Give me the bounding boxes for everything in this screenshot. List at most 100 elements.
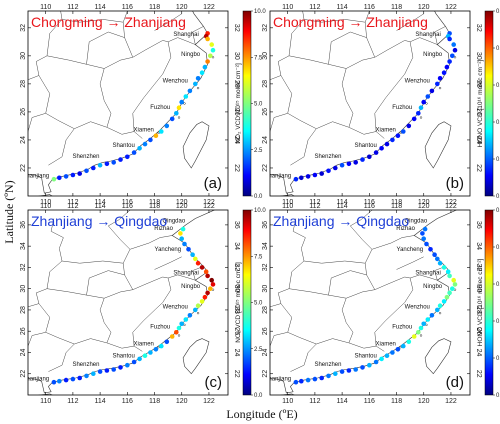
data-point: [428, 247, 433, 252]
y-tick-label: 24: [475, 136, 482, 144]
x-tick-label: 110: [40, 203, 51, 210]
colorbar-tick-label: 2.5: [254, 148, 263, 154]
data-point: [441, 299, 447, 304]
province-border: [292, 218, 306, 262]
y-tick-label: 36: [262, 221, 269, 229]
colorbar-tick-label: 0.5: [496, 208, 500, 214]
island-outline: [419, 116, 423, 119]
province-border: [99, 289, 133, 343]
data-point: [179, 99, 184, 105]
x-tick-label: 112: [309, 4, 320, 11]
data-point: [418, 105, 424, 110]
data-point: [153, 133, 159, 138]
colorbar-tick-label: 7.5: [254, 254, 263, 260]
data-point: [205, 273, 210, 279]
province-border: [396, 13, 424, 31]
data-point: [148, 350, 153, 355]
x-tick-label: 120: [176, 199, 188, 206]
y-tick-label: 32: [262, 24, 269, 32]
y-tick-label: 24: [20, 348, 27, 356]
colorbar-tick-label: 0.2: [496, 319, 500, 325]
y-tick-label: 28: [233, 306, 240, 314]
land-area: [28, 11, 208, 194]
city-label: Fuzhou: [392, 105, 412, 111]
data-point: [390, 350, 395, 355]
city-label: Wenzhou: [405, 78, 430, 84]
y-tick-label: 22: [262, 370, 269, 378]
x-tick-label: 120: [176, 398, 188, 405]
data-point: [346, 161, 352, 167]
colorbar: [484, 10, 494, 197]
province-border: [35, 61, 51, 114]
data-point: [305, 377, 311, 383]
x-tick-label: 114: [95, 4, 106, 11]
colorbar-tick-label: 0.3: [496, 282, 500, 288]
y-tick-label: 30: [20, 52, 27, 60]
province-border: [86, 270, 134, 296]
y-tick-label: 30: [475, 52, 482, 60]
data-point: [353, 367, 359, 372]
colorbar-title: NO₂ VCD [10¹⁵ molec cm⁻²]: [235, 63, 242, 144]
province-border: [32, 113, 75, 129]
data-point: [444, 64, 450, 70]
data-point: [183, 317, 189, 322]
y-tick-label: 32: [233, 24, 240, 32]
data-point: [379, 146, 384, 151]
data-point: [210, 282, 216, 287]
x-tick-label: 114: [337, 203, 348, 210]
data-point: [312, 172, 318, 178]
data-point: [447, 290, 452, 296]
data-point: [425, 317, 431, 322]
data-point: [77, 375, 82, 381]
land-area: [270, 11, 450, 194]
province-border: [35, 292, 51, 333]
city-label: Qingdao: [404, 218, 427, 224]
city-label: Zhanjiang: [23, 377, 49, 383]
data-point: [57, 378, 62, 384]
y-tick-label: 26: [475, 327, 482, 335]
city-label: Ningbo: [181, 52, 201, 58]
province-border: [270, 335, 275, 347]
province-border: [278, 288, 347, 299]
y-tick-label: 36: [233, 221, 240, 229]
colorbar-tick-label: 5.0: [254, 301, 263, 307]
data-point: [111, 160, 116, 165]
city-label: Zhanjiang: [265, 174, 291, 180]
province-border: [374, 73, 405, 132]
data-point: [326, 373, 331, 379]
data-point: [77, 171, 82, 176]
x-tick-label: 118: [149, 398, 160, 405]
data-point: [176, 325, 182, 331]
data-point: [293, 379, 299, 385]
y-tick-label: 32: [20, 24, 27, 32]
data-point: [118, 157, 123, 162]
island-outline: [196, 311, 200, 315]
province-border: [162, 274, 196, 303]
city-label: Shanghai: [415, 270, 440, 276]
x-tick-label: 116: [122, 203, 133, 210]
city-label: Xiamen: [134, 127, 154, 133]
city-label: Fuzhou: [150, 325, 170, 331]
province-border: [132, 73, 163, 132]
land-area: [28, 210, 215, 393]
city-label: Shenzhen: [314, 154, 341, 160]
data-point: [169, 116, 175, 122]
data-point: [360, 365, 365, 370]
y-tick-label: 26: [475, 108, 482, 116]
province-border: [154, 256, 182, 270]
map-panel-a: Shanghai Ningbo Wenzhou Fuzhou Xiamen Shantou…: [20, 4, 266, 206]
province-border: [28, 335, 33, 347]
data-point: [425, 94, 431, 99]
x-tick-label: 110: [40, 398, 51, 405]
city-label: Shantou: [112, 353, 134, 359]
x-tick-label: 110: [282, 4, 293, 11]
data-point: [159, 343, 164, 349]
x-tick-label: 110: [40, 4, 51, 11]
map-frame: [269, 209, 471, 396]
y-tick-label: 30: [233, 285, 240, 293]
data-point: [401, 129, 406, 134]
province-border: [36, 288, 105, 299]
data-point: [186, 247, 191, 252]
colorbar-tick-label: 0.5: [496, 9, 500, 15]
province-border: [162, 37, 196, 75]
